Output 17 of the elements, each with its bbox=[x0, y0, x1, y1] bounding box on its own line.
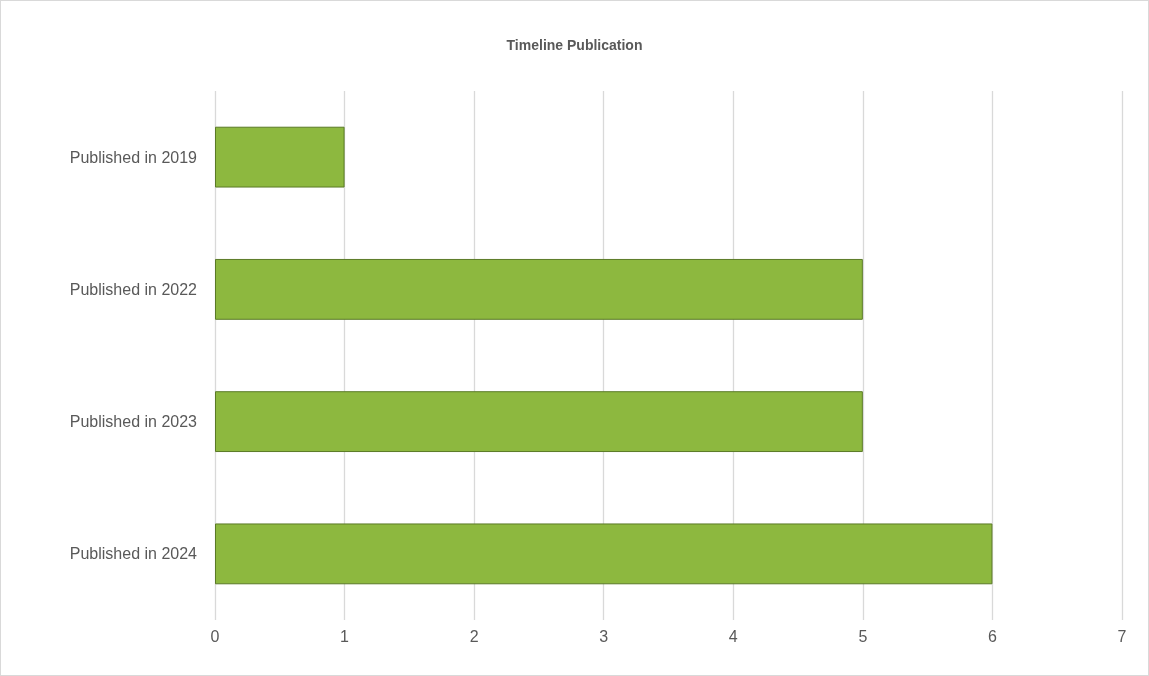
x-tick-label: 7 bbox=[1117, 627, 1127, 645]
y-tick-label: Published in 2023 bbox=[69, 413, 198, 431]
x-tick-label: 3 bbox=[599, 627, 609, 645]
bar bbox=[215, 258, 863, 320]
x-tick-label: 2 bbox=[469, 627, 479, 645]
y-tick-label: Published in 2024 bbox=[69, 545, 198, 563]
x-tick-label: 1 bbox=[340, 627, 350, 645]
x-tick-label: 0 bbox=[210, 627, 220, 645]
chart-title: Timeline Publication bbox=[506, 37, 643, 53]
x-tick-label: 5 bbox=[858, 627, 868, 645]
bar bbox=[215, 391, 863, 453]
bar bbox=[215, 126, 345, 188]
x-tick-label: 4 bbox=[728, 627, 738, 645]
y-tick-label: Published in 2022 bbox=[69, 280, 198, 298]
x-tick-label: 6 bbox=[987, 627, 997, 645]
bar bbox=[215, 523, 993, 585]
y-tick-label: Published in 2019 bbox=[69, 148, 198, 166]
